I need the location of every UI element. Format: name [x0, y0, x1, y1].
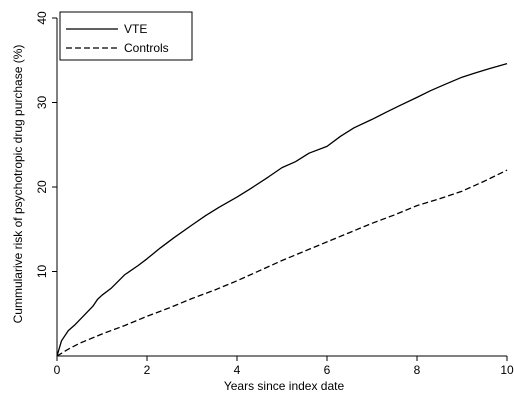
x-tick-label: 8	[414, 363, 421, 377]
x-tick-label: 6	[324, 363, 331, 377]
y-ticks: 10 20 30 40	[35, 11, 57, 278]
axes	[56, 18, 507, 357]
series-line-controls	[56, 169, 508, 357]
y-axis-label: Cummularive risk of psychotropic drug pu…	[11, 45, 25, 324]
x-ticks: 0 2 4 6 8 10	[54, 356, 514, 377]
x-tick-label: 0	[54, 363, 61, 377]
legend-box	[59, 11, 193, 61]
legend-label-vte: VTE	[124, 22, 147, 36]
x-tick-label: 10	[500, 363, 514, 377]
series-layer	[56, 62, 508, 357]
y-tick-label: 20	[35, 180, 49, 194]
x-tick-label: 4	[234, 363, 241, 377]
y-tick-label: 10	[35, 265, 49, 279]
y-tick-label: 40	[35, 11, 49, 25]
legend-label-controls: Controls	[124, 41, 169, 55]
y-tick-label: 30	[35, 96, 49, 110]
series-line-vte	[56, 62, 508, 357]
x-tick-label: 2	[144, 363, 151, 377]
legend: VTE Controls	[59, 11, 193, 61]
x-axis-label: Years since index date	[224, 379, 345, 393]
